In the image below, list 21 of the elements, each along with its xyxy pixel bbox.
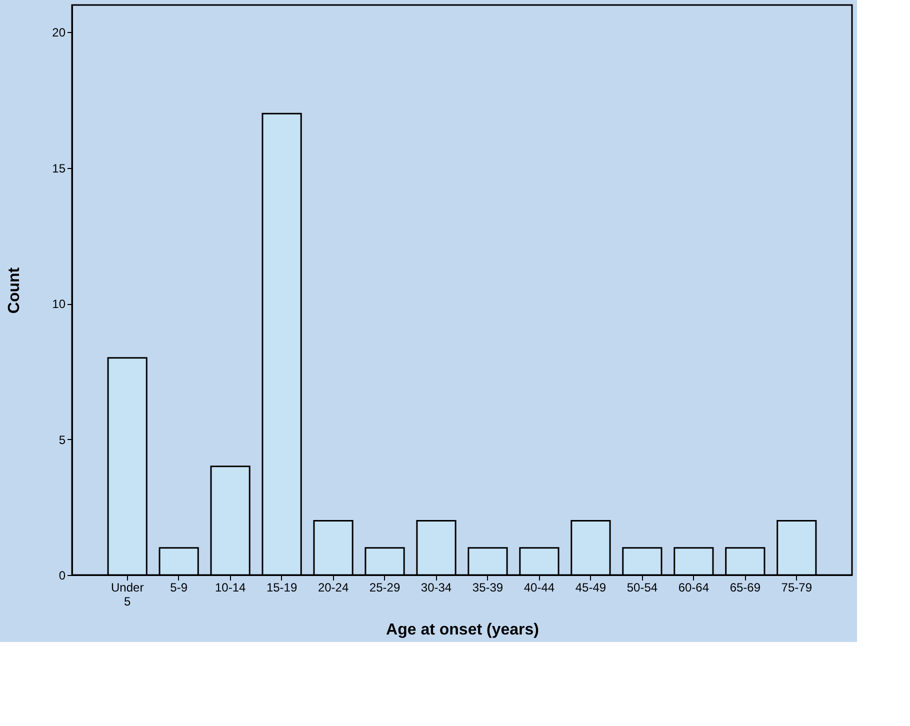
x-tick-label: Under 5 <box>111 580 144 608</box>
x-axis-title: Age at onset (years) <box>386 622 539 638</box>
x-tick-label: 5-9 <box>170 580 188 594</box>
x-tick-label: 30-34 <box>420 580 452 594</box>
x-tick-label: 35-39 <box>472 580 504 594</box>
x-tick-label: 25-29 <box>369 580 400 594</box>
y-tick-label: 0 <box>58 568 66 582</box>
x-tick-label: 60-64 <box>678 580 710 594</box>
y-tick-label: 20 <box>52 26 66 40</box>
x-tick-label: 75-79 <box>781 580 812 594</box>
y-tick-label: 15 <box>52 161 66 176</box>
y-tick-label: 10 <box>52 297 66 312</box>
x-tick-label: 15-19 <box>266 580 298 594</box>
x-tick-label: 45-49 <box>575 580 606 594</box>
y-axis-title: Count <box>6 266 24 314</box>
x-tick-label: 20-24 <box>318 580 349 594</box>
x-tick-label: 65-69 <box>730 580 761 594</box>
x-tick-label: 10-14 <box>214 580 246 594</box>
x-tick-label: 40-44 <box>524 580 555 594</box>
y-tick-label: 5 <box>58 432 66 447</box>
x-tick-label: 50-54 <box>626 580 658 594</box>
